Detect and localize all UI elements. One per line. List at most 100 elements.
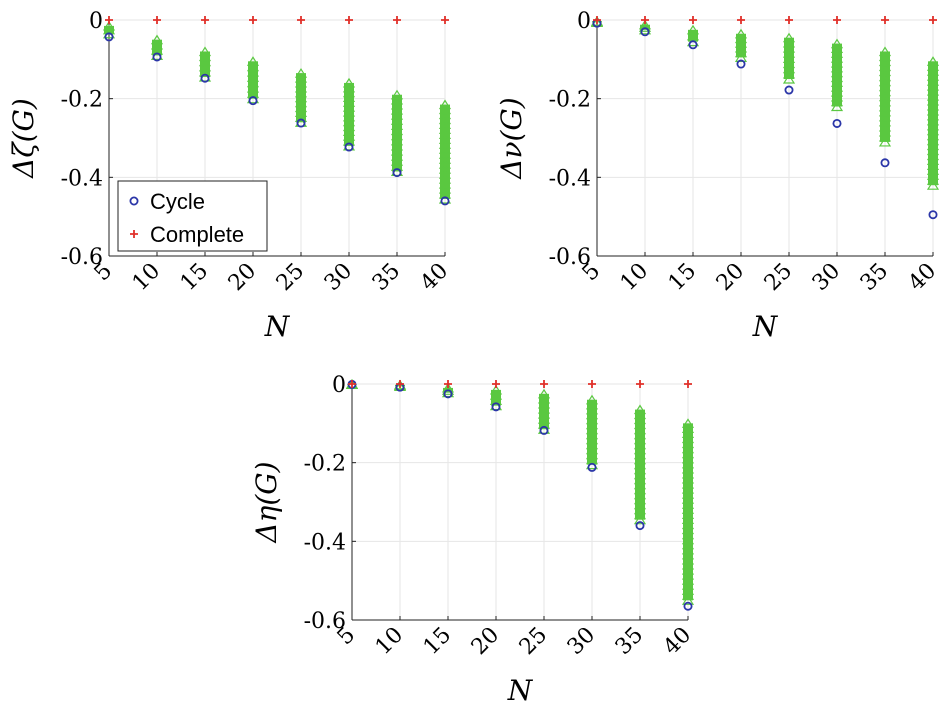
random-graph-point xyxy=(633,479,647,490)
random-graph-point xyxy=(342,116,356,127)
random-graph-point xyxy=(294,112,308,122)
random-graph-point xyxy=(390,150,404,161)
random-graph-point xyxy=(734,47,748,58)
random-graph-point xyxy=(633,424,647,435)
random-graph-point xyxy=(390,115,404,125)
random-graph-point xyxy=(926,100,940,111)
random-graph-point xyxy=(830,96,844,107)
random-graph-point xyxy=(681,473,695,484)
complete-point xyxy=(929,16,937,24)
random-graph-band-fill xyxy=(784,37,794,79)
random-graph-point xyxy=(246,82,260,93)
random-graph-point xyxy=(681,549,695,560)
cycle-point xyxy=(784,85,794,95)
random-graph-point xyxy=(537,393,551,404)
random-graph-point xyxy=(390,156,404,166)
random-graph-point xyxy=(438,159,452,169)
random-graph-point xyxy=(294,67,308,78)
complete-point xyxy=(201,16,209,24)
random-graph-point xyxy=(878,91,892,102)
random-graph-band xyxy=(438,99,452,204)
random-graph-point xyxy=(782,32,796,43)
random-graph-point xyxy=(926,105,940,116)
random-graph-point xyxy=(489,390,503,400)
random-graph-point xyxy=(390,89,404,100)
random-graph-point xyxy=(926,61,940,71)
random-graph-band-fill xyxy=(640,24,650,30)
random-graph-point xyxy=(878,111,892,122)
complete-point xyxy=(297,16,305,24)
random-graph-point xyxy=(585,409,599,420)
random-graph-point xyxy=(342,126,356,136)
cycle-point xyxy=(440,196,450,206)
cycle-point xyxy=(248,96,258,106)
random-graph-point xyxy=(342,131,356,141)
complete-point xyxy=(345,16,353,24)
random-graph-point xyxy=(878,136,892,147)
random-graph-point xyxy=(926,66,940,76)
random-graph-point xyxy=(633,419,647,430)
random-graph-point xyxy=(342,111,356,122)
random-graph-point xyxy=(246,56,260,66)
random-graph-point xyxy=(438,154,452,164)
random-graph-point xyxy=(830,86,844,97)
random-graph-point xyxy=(830,43,844,54)
random-graph-band-fill xyxy=(928,61,938,186)
random-graph-point xyxy=(390,135,404,146)
random-graph-point xyxy=(390,140,404,151)
cycle-point xyxy=(491,402,501,412)
x-tick-label: 25 xyxy=(272,259,309,296)
random-graph-point xyxy=(246,66,260,77)
random-graph-point xyxy=(633,474,647,485)
random-graph-point xyxy=(150,39,164,50)
random-graph-point xyxy=(390,110,404,120)
cycle-point xyxy=(200,73,210,83)
random-graph-band xyxy=(830,38,844,112)
random-graph-point xyxy=(681,458,695,469)
random-graph-point xyxy=(681,504,695,514)
random-graph-point xyxy=(830,91,844,102)
y-tick-label: -0.6 xyxy=(304,609,346,634)
complete-point xyxy=(540,380,548,388)
cycle-point xyxy=(296,118,306,128)
random-graph-point xyxy=(150,34,164,45)
random-graph-point xyxy=(246,77,260,88)
random-graph-point xyxy=(681,519,695,530)
random-graph-point xyxy=(878,56,892,67)
random-graph-point xyxy=(681,595,695,605)
random-graph-band xyxy=(537,388,551,434)
random-graph-point xyxy=(438,168,452,179)
random-graph-point xyxy=(294,82,308,93)
y-axis-label: Δη(G) xyxy=(250,461,283,543)
complete-point xyxy=(881,16,889,24)
y-tick-label: -0.2 xyxy=(304,452,346,477)
random-graph-band-fill xyxy=(832,43,842,107)
random-graph-point xyxy=(926,110,940,121)
random-graph-point xyxy=(537,398,551,409)
random-graph-point xyxy=(198,51,212,62)
legend-complete-label: Complete xyxy=(150,222,244,247)
series-cycle xyxy=(104,32,450,206)
random-graph-point xyxy=(830,82,844,92)
y-tick-label: 0 xyxy=(89,9,103,34)
random-graph-point xyxy=(633,444,647,455)
random-graph-point xyxy=(686,24,700,35)
cycle-point xyxy=(104,32,114,42)
random-graph-point xyxy=(585,439,599,450)
x-axis-label: N xyxy=(752,310,779,343)
random-graph-point xyxy=(926,160,940,170)
cycle-point xyxy=(928,210,938,220)
random-graph-point xyxy=(830,62,844,73)
series-cycle xyxy=(592,18,938,220)
random-graph-point xyxy=(681,554,695,565)
y-tick-label: 0 xyxy=(577,9,591,34)
complete-point xyxy=(785,16,793,24)
random-graph-point xyxy=(633,469,647,480)
random-graph-point xyxy=(390,99,404,110)
random-graph-point xyxy=(537,413,551,424)
x-tick-label: 15 xyxy=(664,259,701,296)
random-graph-point xyxy=(681,428,695,439)
random-graph-point xyxy=(926,115,940,126)
random-graph-point xyxy=(878,76,892,87)
